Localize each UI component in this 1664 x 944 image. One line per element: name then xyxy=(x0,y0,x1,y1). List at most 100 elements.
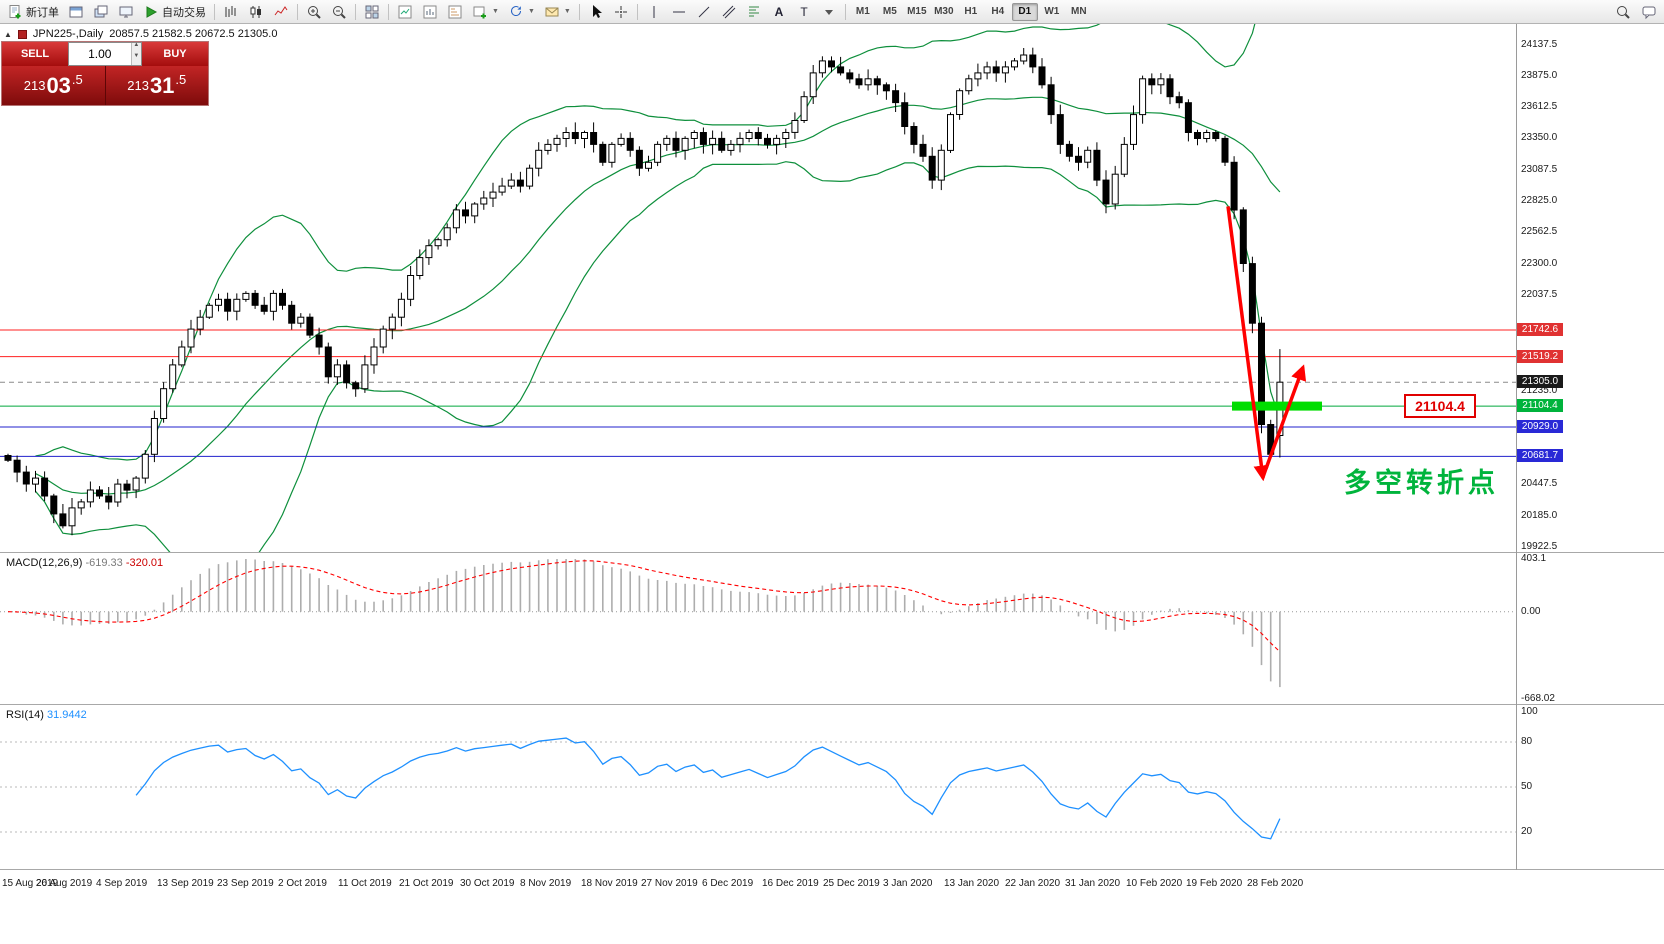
macd-canvas[interactable] xyxy=(0,554,1516,704)
date-label: 31 Jan 2020 xyxy=(1065,878,1121,889)
charts-button[interactable] xyxy=(64,2,88,22)
timeframe-m5-button[interactable]: M5 xyxy=(882,6,897,17)
profiles-button[interactable] xyxy=(89,2,113,22)
rsi-tick-label: 100 xyxy=(1521,706,1538,717)
volume-down-button[interactable]: ▼ xyxy=(131,53,141,65)
price-tick-label: 23350.0 xyxy=(1521,132,1558,143)
layers-icon xyxy=(94,5,108,17)
templates-button[interactable]: ▼ xyxy=(540,2,575,22)
vertical-line-button[interactable] xyxy=(642,2,666,22)
panel-separator[interactable] xyxy=(0,869,1664,870)
zoom-out-button[interactable] xyxy=(327,2,351,22)
arrows-tool-button[interactable] xyxy=(817,2,841,22)
trendline-button[interactable] xyxy=(692,2,716,22)
rsi-value: 31.9442 xyxy=(46,709,87,721)
zigzag-icon xyxy=(274,5,288,15)
date-label: 18 Nov 2019 xyxy=(581,878,638,889)
price-tick-label: 23875.0 xyxy=(1521,70,1558,81)
horizontal-line-button[interactable] xyxy=(667,2,691,22)
dropdown-arrow-icon[interactable]: ▼ xyxy=(527,8,535,15)
equidistant-channel-button[interactable] xyxy=(717,2,741,22)
community-button[interactable] xyxy=(1637,2,1661,22)
auto-scroll-button[interactable] xyxy=(393,2,417,22)
main-toolbar: 新订单 自动交易 ▼ ▼ ▼ A T M1 M5 M15 M30 H1 H4 D1 W1 MN xyxy=(0,0,1664,24)
timeframe-d1-button[interactable]: D1 xyxy=(1011,2,1038,21)
new-order-button[interactable]: 新订单 xyxy=(3,2,63,22)
candlestick-chart-button[interactable] xyxy=(244,2,268,22)
period-refresh-button[interactable]: ▼ xyxy=(504,2,539,22)
timeframe-m15-button[interactable]: M15 xyxy=(907,6,927,17)
panel-separator[interactable] xyxy=(0,552,1664,553)
chart-plus-icon xyxy=(473,6,486,18)
date-label: 19 Feb 2020 xyxy=(1186,878,1243,889)
price-chart-canvas[interactable] xyxy=(0,24,1516,552)
date-label: 4 Sep 2019 xyxy=(96,878,148,889)
new-chart-button[interactable]: ▼ xyxy=(468,2,503,22)
cursor-button[interactable] xyxy=(584,2,608,22)
rsi-title: RSI(14) 31.9442 xyxy=(6,709,87,721)
search-button[interactable] xyxy=(1611,2,1635,22)
refresh-icon xyxy=(510,5,521,16)
chat-icon xyxy=(1642,6,1656,19)
sell-button[interactable]: SELL xyxy=(2,42,68,66)
bar-chart-button[interactable] xyxy=(219,2,243,22)
timeframe-h4-button[interactable]: H4 xyxy=(991,6,1005,17)
toolbar-separator xyxy=(214,3,215,20)
bars-icon xyxy=(225,5,236,17)
rsi-canvas[interactable] xyxy=(0,706,1516,868)
turning-point-note[interactable]: 多空转折点 xyxy=(1344,468,1499,498)
macd-title: MACD(12,26,9) -619.33 -320.01 xyxy=(6,557,164,569)
buy-price[interactable]: 213 31.5 xyxy=(105,66,208,105)
mail-icon xyxy=(545,7,559,16)
label-button[interactable]: T xyxy=(792,2,816,22)
autotrading-button-label: 自动交易 xyxy=(162,6,206,19)
chart-symbol-icon xyxy=(17,29,27,39)
date-label: 27 Nov 2019 xyxy=(641,878,698,889)
buy-button[interactable]: BUY xyxy=(142,42,208,66)
tile-windows-button[interactable] xyxy=(360,2,384,22)
date-label: 23 Sep 2019 xyxy=(217,878,274,889)
arrange-windows-button[interactable] xyxy=(443,2,467,22)
timeframe-m1-button[interactable]: M1 xyxy=(855,6,870,17)
candles-icon xyxy=(250,5,261,18)
toolbar-separator xyxy=(636,3,638,20)
play-icon xyxy=(146,5,158,18)
text-button[interactable]: A xyxy=(767,2,791,22)
zoom-in-button[interactable] xyxy=(302,2,326,22)
date-label: 13 Sep 2019 xyxy=(157,878,214,889)
label-icon: T xyxy=(800,5,808,19)
dropdown-arrow-icon[interactable]: ▼ xyxy=(492,8,499,15)
volume-up-button[interactable]: ▲ xyxy=(131,42,141,54)
date-label: 25 Dec 2019 xyxy=(823,878,880,889)
panel-separator[interactable] xyxy=(0,704,1664,705)
dropdown-arrow-icon[interactable]: ▼ xyxy=(563,8,571,15)
price-tick-label: 22825.0 xyxy=(1521,195,1558,206)
volume-box: ▲ ▼ xyxy=(68,42,142,66)
timeframe-mn-button[interactable]: MN xyxy=(1071,6,1087,17)
macd-tick-label: 403.1 xyxy=(1521,553,1547,564)
price-tick-label: 22037.5 xyxy=(1521,289,1558,300)
tile-icon xyxy=(365,5,379,18)
volume-input[interactable] xyxy=(69,43,131,65)
sell-price[interactable]: 213 03.5 xyxy=(2,66,106,105)
timeframe-m30-button[interactable]: M30 xyxy=(934,6,954,17)
line-chart-button[interactable] xyxy=(269,2,293,22)
date-label: 15 Aug 2019 xyxy=(2,878,59,889)
terminal-button[interactable] xyxy=(114,2,138,22)
price-level-callout[interactable]: 21104.4 xyxy=(1404,394,1476,418)
date-label: 16 Dec 2019 xyxy=(762,878,819,889)
channel-icon xyxy=(722,5,736,18)
price-tag: 21305.0 xyxy=(1517,375,1563,388)
fibonacci-button[interactable] xyxy=(742,2,766,22)
window-icon xyxy=(69,6,83,17)
macd-signal-value: -320.01 xyxy=(125,557,164,569)
autotrading-button[interactable]: 自动交易 xyxy=(139,2,210,22)
toolbar-separator xyxy=(578,3,580,20)
cursor-icon xyxy=(592,4,602,18)
timeframe-h1-button[interactable]: H1 xyxy=(964,6,978,17)
timeframe-w1-button[interactable]: W1 xyxy=(1044,6,1060,17)
one-click-collapse-arrow[interactable]: ▲ xyxy=(4,29,12,39)
chart-shift-button[interactable] xyxy=(418,2,442,22)
crosshair-button[interactable] xyxy=(609,2,633,22)
